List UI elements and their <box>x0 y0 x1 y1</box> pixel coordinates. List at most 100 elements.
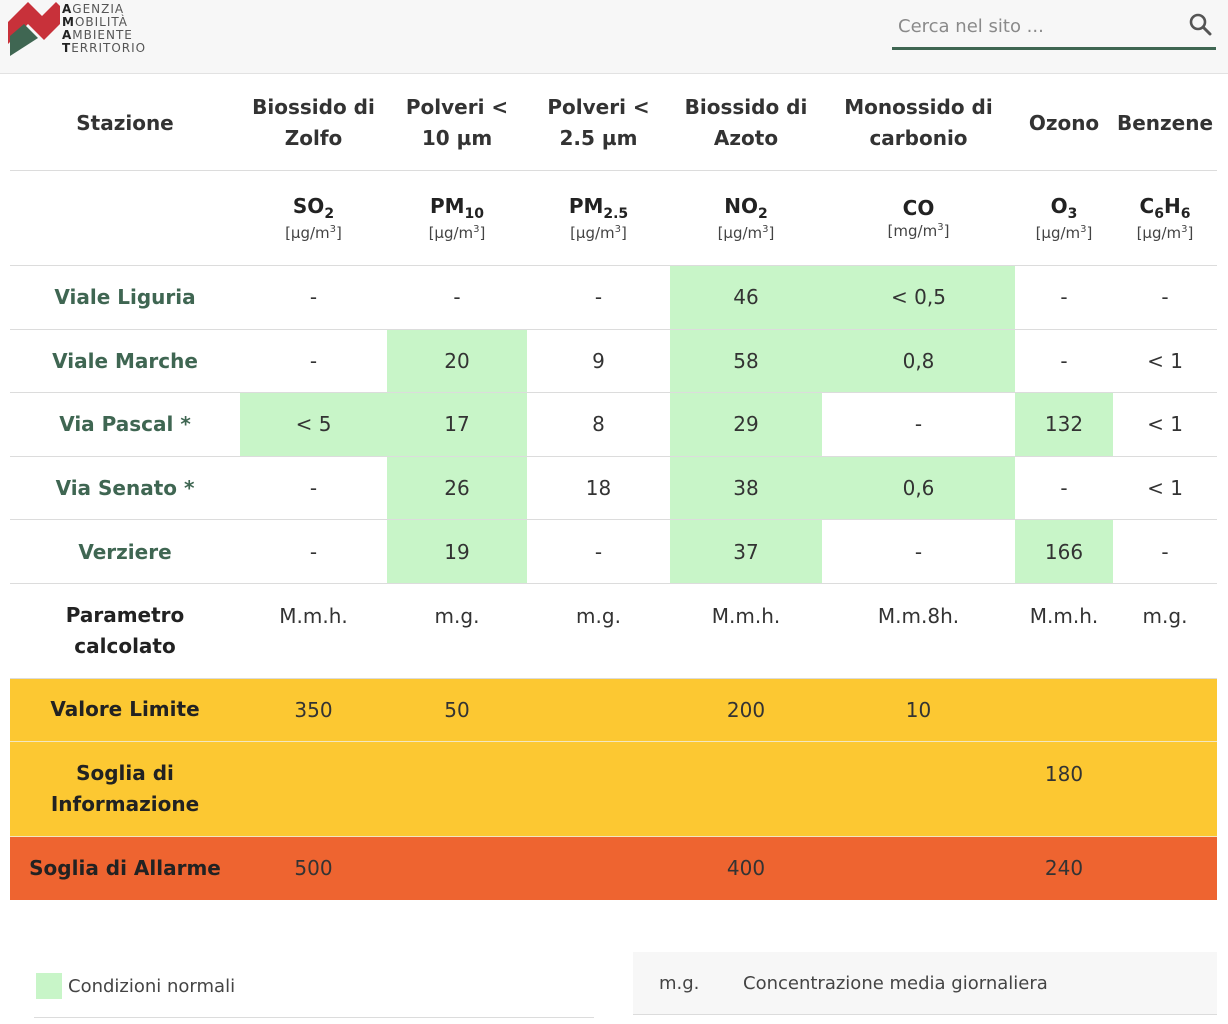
pollutant-unit: [µg/m3] <box>1136 224 1194 242</box>
logo-wordmark: AGENZIA MOBILITÀ AMBIENTE TERRITORIO <box>62 3 146 55</box>
site-header: AGENZIA MOBILITÀ AMBIENTE TERRITORIO <box>0 0 1228 74</box>
parameter-value: M.m.h. <box>279 603 348 628</box>
station-rows: Viale Liguria - - - 46 < 0,5 - - Viale Marche - 20… <box>10 266 1217 584</box>
row-label: Soglia di Allarme <box>29 855 221 880</box>
pollutant-formula: NO2 <box>724 194 768 222</box>
logo-line: AGENZIA <box>62 2 125 16</box>
pollutant-formula: CO <box>902 196 935 220</box>
table-header-row: Stazione Biossido di Zolfo Polveri < 10 … <box>10 76 1217 171</box>
table-row: Viale Liguria - - - 46 < 0,5 - - <box>10 266 1217 330</box>
legend-abbreviation: m.g. Concentrazione media giornaliera <box>633 952 1217 1015</box>
column-header: Monossido di carbonio <box>844 95 993 150</box>
measurement-cell: - <box>1060 348 1068 373</box>
station-name: Viale Liguria <box>54 285 196 310</box>
threshold-value <box>822 742 1015 836</box>
measurement-cell: - <box>594 285 603 310</box>
parameter-value: m.g. <box>1142 603 1188 628</box>
measurement-cell: - <box>309 348 318 373</box>
threshold-value <box>387 837 527 900</box>
measurement-cell: - <box>1060 476 1068 501</box>
pollutant-formula: O3 <box>1050 194 1078 222</box>
measurement-cell: 19 <box>387 520 527 583</box>
threshold-row-limit: Valore Limite 350 50 200 10 <box>10 678 1217 742</box>
table-row: Verziere - 19 - 37 - 166 - <box>10 520 1217 584</box>
threshold-value <box>527 742 670 836</box>
logo-line: AMBIENTE <box>62 28 133 42</box>
table-row: Via Senato * - 26 18 38 0,6 - < 1 <box>10 456 1217 521</box>
row-label: Valore Limite <box>50 697 200 722</box>
measurement-cell: 37 <box>670 520 822 583</box>
threshold-value: 10 <box>905 697 932 722</box>
parameter-value: M.m.h. <box>711 603 781 628</box>
measurement-cell: - <box>309 539 318 564</box>
legend-normal: Condizioni normali <box>34 970 594 1018</box>
logo-line: MOBILITÀ <box>62 15 129 29</box>
search-icon[interactable] <box>1188 12 1212 36</box>
threshold-value <box>387 742 527 836</box>
column-header: Ozono <box>1028 110 1100 135</box>
threshold-value: 400 <box>726 856 766 881</box>
pollutant-cell: PM10 [µg/m3] <box>387 171 527 265</box>
pollutant-formula: C6H6 <box>1139 194 1191 222</box>
measurement-cell: - <box>914 412 923 437</box>
measurement-cell: - <box>1161 539 1169 564</box>
logo-mark-icon <box>8 2 60 56</box>
column-header: Stazione <box>76 110 174 135</box>
table-row: Viale Marche - 20 9 58 0,8 - < 1 <box>10 329 1217 394</box>
pollutant-cell: O3 [µg/m3] <box>1015 171 1113 265</box>
measurement-cell: 46 <box>670 266 822 329</box>
threshold-value <box>1113 837 1217 900</box>
column-header: Polveri < 10 µm <box>405 95 509 150</box>
measurement-cell: 20 <box>387 329 527 393</box>
measurement-cell: 166 <box>1015 520 1113 583</box>
measurement-cell: < 1 <box>1147 476 1183 501</box>
measurement-cell: 9 <box>592 348 605 373</box>
parameter-value: m.g. <box>434 603 480 628</box>
threshold-value: 240 <box>1044 856 1084 881</box>
measurement-cell: < 0,5 <box>822 266 1015 329</box>
legend-abbr-description: Concentrazione media giornaliera <box>743 973 1048 994</box>
threshold-value: 350 <box>294 697 333 722</box>
threshold-value: 180 <box>1044 761 1084 786</box>
measurement-cell: 29 <box>670 393 822 456</box>
measurement-cell: < 5 <box>240 393 387 456</box>
pollutant-unit: [µg/m3] <box>717 224 775 242</box>
measurement-cell: - <box>309 476 318 501</box>
legend-swatch <box>36 973 62 999</box>
measurement-cell: < 1 <box>1147 348 1183 373</box>
pollutant-formula: SO2 <box>292 194 335 222</box>
column-header: Biossido di Zolfo <box>252 95 375 150</box>
threshold-value <box>670 742 822 836</box>
threshold-value <box>527 679 670 741</box>
pollutant-unit: [µg/m3] <box>570 224 627 242</box>
pollutant-cell: CO [mg/m3] <box>822 171 1015 265</box>
station-name: Viale Marche <box>52 348 198 373</box>
measurement-cell: 18 <box>585 476 612 501</box>
measurement-cell: 38 <box>670 456 822 520</box>
measurement-cell: 0,6 <box>822 456 1015 520</box>
threshold-value <box>527 837 670 900</box>
threshold-value <box>1113 742 1217 836</box>
pollutant-cell: C6H6 [µg/m3] <box>1113 171 1217 265</box>
threshold-row-alarm: Soglia di Allarme 500 400 240 <box>10 836 1217 900</box>
measurement-cell: - <box>453 285 461 310</box>
parameter-value: M.m.8h. <box>877 603 960 628</box>
units-spacer <box>10 171 240 265</box>
measurement-cell: 0,8 <box>822 329 1015 393</box>
search-input[interactable] <box>898 10 1168 42</box>
measurement-cell: 58 <box>670 329 822 393</box>
column-header: Benzene <box>1116 110 1214 135</box>
air-quality-table: Stazione Biossido di Zolfo Polveri < 10 … <box>10 76 1217 900</box>
measurement-cell: 17 <box>387 393 527 456</box>
pollutant-unit: [µg/m3] <box>285 224 342 242</box>
threshold-value <box>1015 679 1113 741</box>
table-units-row: SO2 [µg/m3] PM10 [µg/m3] PM2.5 [µg/m3] N… <box>10 171 1217 266</box>
row-label: Parametro calcolato <box>65 602 185 658</box>
measurement-cell: - <box>914 539 923 564</box>
measurement-cell: < 1 <box>1147 412 1183 437</box>
site-logo[interactable]: AGENZIA MOBILITÀ AMBIENTE TERRITORIO <box>8 2 148 58</box>
measurement-cell: - <box>1060 285 1068 310</box>
parameter-row: Parametro calcolato M.m.h. m.g. m.g. M.m… <box>10 584 1217 679</box>
measurement-cell: 26 <box>387 456 527 520</box>
parameter-value: m.g. <box>576 603 621 628</box>
